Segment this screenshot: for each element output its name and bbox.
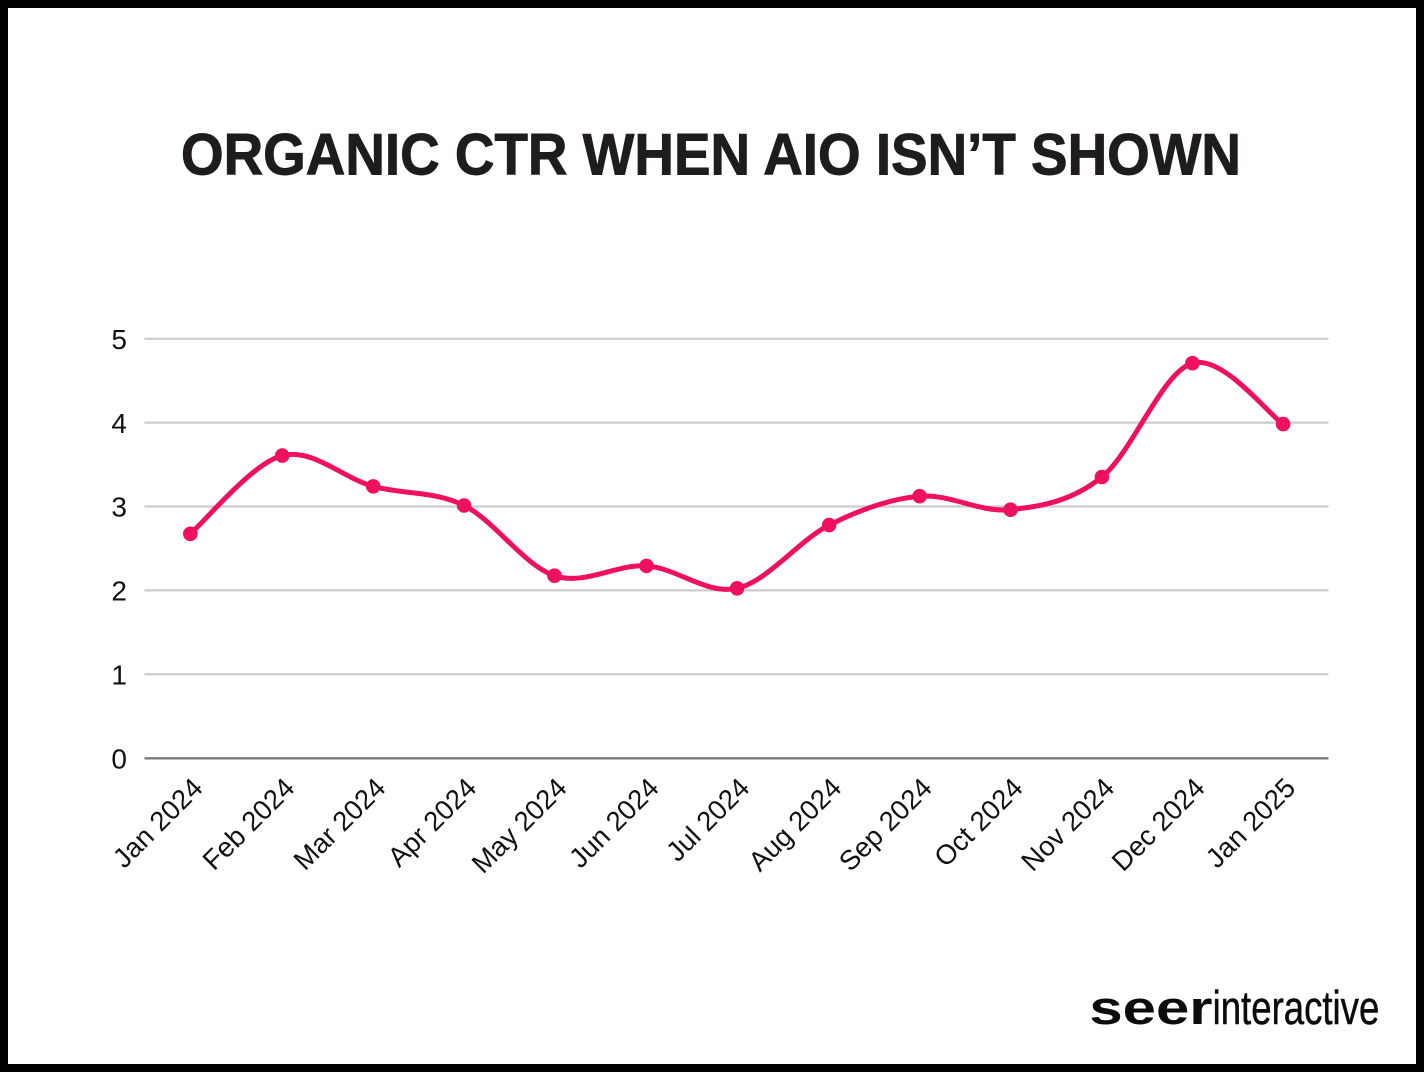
svg-text:4: 4 [111,408,127,439]
svg-text:2: 2 [111,576,127,607]
svg-text:ORGANIC CTR WHEN AIO ISN’T SHO: ORGANIC CTR WHEN AIO ISN’T SHOWN [181,123,1241,188]
svg-text:5: 5 [111,324,127,355]
svg-text:0: 0 [111,744,127,775]
svg-text:interactive: interactive [1213,982,1380,1035]
svg-text:3: 3 [111,492,127,523]
svg-text:1: 1 [111,660,127,691]
svg-text:seer: seer [1089,982,1212,1035]
